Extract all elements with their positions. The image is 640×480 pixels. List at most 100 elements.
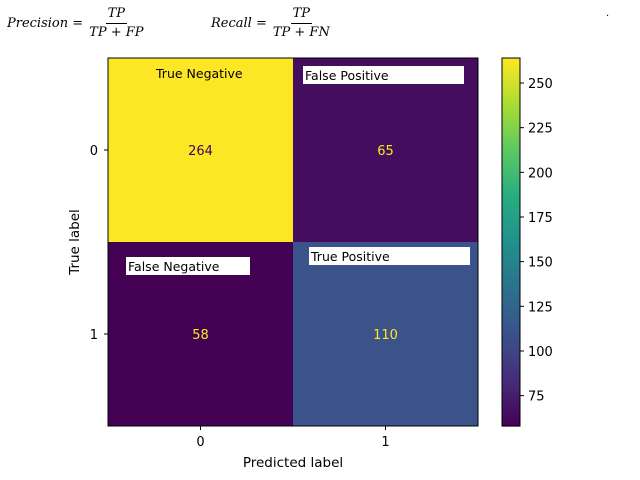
colorbar-segment <box>502 418 520 423</box>
colorbar-segment <box>502 122 520 127</box>
colorbar-tick-label-7: 250 <box>528 77 553 92</box>
annotation-label-1-0: False Negative <box>128 259 220 274</box>
precision-denominator: TP + FP <box>89 25 144 40</box>
colorbar-segment <box>502 350 520 355</box>
cell-value-1-1: 110 <box>373 328 398 343</box>
colorbar-segment <box>502 254 520 259</box>
colorbar-segment <box>502 74 520 79</box>
colorbar-segment <box>502 398 520 403</box>
colorbar-segment <box>502 62 520 67</box>
colorbar-segment <box>502 186 520 191</box>
x-tick-label-0: 0 <box>196 435 204 450</box>
colorbar-segment <box>502 226 520 231</box>
y-axis-label: True label <box>67 209 83 276</box>
stray-mark: . <box>606 8 610 19</box>
colorbar-segment <box>502 378 520 383</box>
colorbar-segment <box>502 354 520 359</box>
heatmap-frame <box>107 57 479 427</box>
precision-lhs: Precision = <box>7 16 84 31</box>
colorbar-segment <box>502 182 520 187</box>
colorbar-segment <box>502 118 520 123</box>
colorbar-segment <box>502 138 520 143</box>
colorbar-segment <box>502 306 520 311</box>
colorbar-segment <box>502 194 520 199</box>
colorbar-segment <box>502 230 520 235</box>
colorbar-segment <box>502 222 520 227</box>
colorbar-tick-label-0: 75 <box>528 390 545 405</box>
colorbar-segment <box>502 242 520 247</box>
colorbar-segment <box>502 214 520 219</box>
colorbar-segment <box>502 366 520 371</box>
colorbar-segment <box>502 302 520 307</box>
recall-denominator: TP + FN <box>272 25 330 40</box>
colorbar-segment <box>502 82 520 87</box>
colorbar-tick-label-1: 100 <box>528 345 553 360</box>
cell-value-1-0: 58 <box>192 328 209 343</box>
heatmap-cell-0-1 <box>293 58 478 242</box>
annotation-label-1-1: True Positive <box>310 249 390 264</box>
colorbar-segment <box>502 386 520 391</box>
colorbar-segment <box>502 382 520 387</box>
colorbar-segment <box>502 58 520 63</box>
heatmap-cell-0-0 <box>108 58 293 242</box>
colorbar-segment <box>502 110 520 115</box>
colorbar-segment <box>502 102 520 107</box>
colorbar-segment <box>502 166 520 171</box>
colorbar-segment <box>502 338 520 343</box>
x-tick-label-1: 1 <box>381 435 389 450</box>
colorbar-segment <box>502 318 520 323</box>
y-tick-label-1: 1 <box>90 328 98 343</box>
colorbar-segment <box>502 246 520 251</box>
colorbar-segment <box>502 298 520 303</box>
colorbar-segment <box>502 130 520 135</box>
colorbar-tick-label-2: 125 <box>528 300 553 315</box>
colorbar-segment <box>502 374 520 379</box>
colorbar-segment <box>502 414 520 419</box>
colorbar-tick-label-6: 225 <box>528 122 553 137</box>
colorbar-segment <box>502 206 520 211</box>
colorbar-segment <box>502 250 520 255</box>
colorbar-segment <box>502 370 520 375</box>
precision-numerator: TP <box>105 6 128 24</box>
colorbar-segment <box>502 66 520 71</box>
colorbar-segment <box>502 234 520 239</box>
colorbar-segment <box>502 238 520 243</box>
cell-value-0-0: 264 <box>188 144 213 159</box>
colorbar-segment <box>502 162 520 167</box>
colorbar-segment <box>502 86 520 91</box>
colorbar-segment <box>502 262 520 267</box>
colorbar-segment <box>502 190 520 195</box>
colorbar-segment <box>502 126 520 131</box>
colorbar-segment <box>502 142 520 147</box>
colorbar-segment <box>502 134 520 139</box>
colorbar-segment <box>502 270 520 275</box>
colorbar-segment <box>502 178 520 183</box>
annotation-box-1-0 <box>126 257 250 275</box>
colorbar-segment <box>502 290 520 295</box>
annotation-label-0-0: True Negative <box>155 66 243 81</box>
y-tick-label-0: 0 <box>90 144 98 159</box>
precision-fraction: TP TP + FP <box>87 6 145 41</box>
colorbar-segment <box>502 394 520 399</box>
colorbar-segment <box>502 174 520 179</box>
colorbar-segment <box>502 154 520 159</box>
colorbar-frame <box>501 57 521 427</box>
colorbar-segment <box>502 274 520 279</box>
colorbar-segment <box>502 266 520 271</box>
colorbar-segment <box>502 390 520 395</box>
colorbar-segment <box>502 150 520 155</box>
recall-numerator: TP <box>290 6 313 24</box>
colorbar-segment <box>502 218 520 223</box>
colorbar-segment <box>502 170 520 175</box>
colorbar-segment <box>502 310 520 315</box>
colorbar-segment <box>502 402 520 407</box>
cell-value-0-1: 65 <box>377 144 394 159</box>
colorbar-segment <box>502 294 520 299</box>
colorbar-segment <box>502 326 520 331</box>
colorbar-segment <box>502 322 520 327</box>
colorbar-segment <box>502 158 520 163</box>
annotation-box-0-1 <box>303 66 464 84</box>
x-axis-label: Predicted label <box>243 455 343 471</box>
